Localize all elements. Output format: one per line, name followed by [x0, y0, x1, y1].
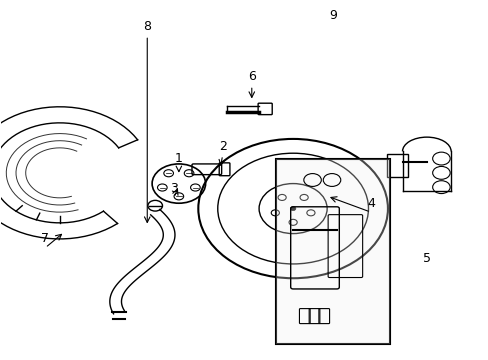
Bar [276, 158, 389, 344]
Bar [276, 158, 389, 344]
Text: 7: 7 [41, 233, 49, 246]
Text: 9: 9 [328, 9, 336, 22]
Text: 6: 6 [247, 70, 255, 83]
Text: 4: 4 [366, 197, 374, 210]
Text: 8: 8 [143, 20, 151, 33]
Text: 5: 5 [422, 252, 430, 265]
Text: 2: 2 [218, 140, 226, 153]
Circle shape [290, 207, 295, 211]
Text: 1: 1 [175, 152, 183, 165]
Text: 3: 3 [170, 183, 178, 195]
